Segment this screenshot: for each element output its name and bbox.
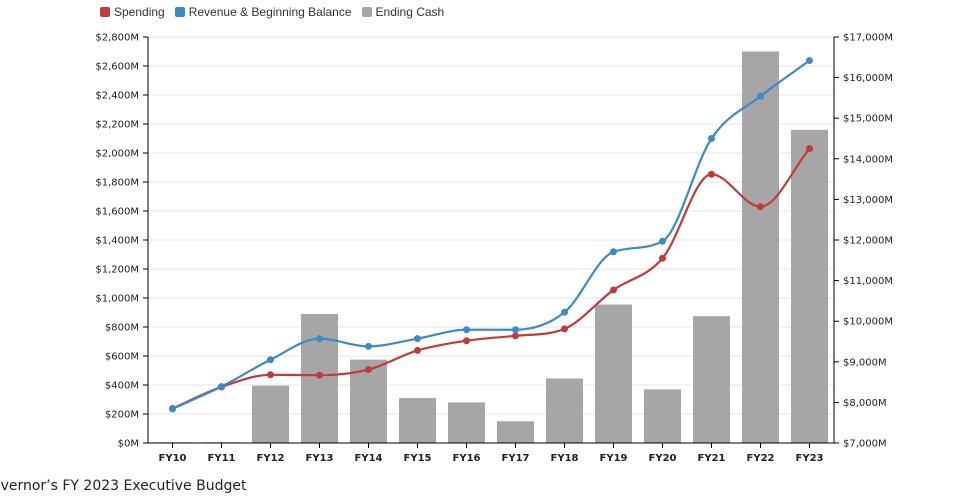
legend-item-revenue[interactable]: Revenue & Beginning Balance xyxy=(174,5,352,19)
revenue-beginning-balance-point xyxy=(414,335,421,343)
ending-cash-bar xyxy=(546,378,583,443)
spending-point xyxy=(365,366,372,374)
legend-label-revenue: Revenue & Beginning Balance xyxy=(188,5,352,19)
right-axis-tick-label: $13,000M xyxy=(843,195,893,206)
spending-point xyxy=(659,254,666,262)
revenue-beginning-balance-point xyxy=(659,237,666,245)
spending-point xyxy=(610,286,617,294)
revenue-beginning-balance-point xyxy=(610,248,617,256)
legend-label-spending: Spending xyxy=(114,5,165,19)
x-axis-tick-label: FY15 xyxy=(404,453,432,464)
chart-legend: Spending Revenue & Beginning Balance End… xyxy=(100,5,444,19)
ending-cash-bar xyxy=(742,51,779,443)
ending-cash-bar xyxy=(595,304,632,443)
x-axis-tick-label: FY13 xyxy=(306,453,334,464)
left-axis-tick-label: $400M xyxy=(105,381,139,392)
spending-point xyxy=(806,145,813,153)
left-axis-tick-label: $600M xyxy=(105,352,139,363)
spending-point xyxy=(267,371,274,379)
left-axis-tick-label: $2,000M xyxy=(95,149,139,160)
left-axis-tick-label: $2,800M xyxy=(95,33,139,44)
legend-swatch-revenue xyxy=(174,7,185,17)
axes xyxy=(143,36,839,448)
x-axis-tick-label: FY17 xyxy=(502,453,530,464)
right-axis-tick-label: $15,000M xyxy=(843,114,893,125)
right-axis-tick-label: $9,000M xyxy=(843,357,887,368)
ending-cash-bar xyxy=(350,359,387,443)
ending-cash-bars xyxy=(154,51,828,444)
revenue-beginning-balance-point xyxy=(512,326,519,334)
x-axis-tick-label: FY21 xyxy=(698,453,726,464)
legend-swatch-ending-cash xyxy=(361,7,372,17)
right-axis-tick-label: $10,000M xyxy=(843,317,893,328)
revenue-beginning-balance-point xyxy=(757,92,764,100)
spending-point xyxy=(414,346,421,354)
left-axis-tick-label: $2,400M xyxy=(95,91,139,102)
grid-lines xyxy=(148,36,834,415)
right-axis-tick-label: $12,000M xyxy=(843,236,893,247)
x-axis-tick-label: FY12 xyxy=(257,453,285,464)
left-axis-tick-label: $0M xyxy=(118,439,139,450)
revenue-beginning-balance-point xyxy=(169,405,176,413)
series-lines xyxy=(169,57,813,413)
legend-item-spending[interactable]: Spending xyxy=(100,5,165,19)
revenue-beginning-balance-point xyxy=(708,135,715,142)
legend-item-ending-cash[interactable]: Ending Cash xyxy=(361,5,445,19)
spending-point xyxy=(708,170,715,178)
left-axis-tick-label: $1,200M xyxy=(95,265,139,276)
left-axis-tick-label: $800M xyxy=(105,323,139,334)
ending-cash-bar xyxy=(448,402,485,443)
right-axis-tick-label: $8,000M xyxy=(843,398,887,409)
ending-cash-bar xyxy=(252,385,289,443)
left-axis-tick-label: $1,800M xyxy=(95,178,139,189)
revenue-beginning-balance-point xyxy=(316,335,323,343)
x-axis-tick-label: FY20 xyxy=(649,453,677,464)
revenue-beginning-balance-point xyxy=(463,326,470,334)
left-axis-tick-label: $2,600M xyxy=(95,62,139,73)
left-axis-tick-label: $1,400M xyxy=(95,236,139,247)
right-axis-tick-label: $17,000M xyxy=(843,33,893,44)
x-axis-tick-label: FY10 xyxy=(159,453,187,464)
revenue-beginning-balance-point xyxy=(365,342,372,350)
revenue-beginning-balance-point xyxy=(267,356,274,364)
ending-cash-bar xyxy=(791,129,828,444)
x-axis-tick-label: FY18 xyxy=(551,453,579,464)
spending-point xyxy=(757,203,764,211)
x-axis-tick-label: FY22 xyxy=(747,453,775,464)
legend-swatch-spending xyxy=(100,7,110,17)
x-axis-tick-label: FY16 xyxy=(453,453,481,464)
x-axis-tick-label: FY14 xyxy=(355,453,383,464)
revenue-beginning-balance-line xyxy=(172,59,811,410)
spending-point xyxy=(561,325,568,333)
right-axis-tick-label: $16,000M xyxy=(843,73,893,84)
legend-label-ending-cash: Ending Cash xyxy=(375,5,445,19)
left-axis-tick-label: $2,200M xyxy=(95,120,139,131)
spending-point xyxy=(463,337,470,345)
ending-cash-bar xyxy=(644,389,681,443)
tick-labels: $0M $200M $400M $600M $800M $1,000M $1,200M $1,… xyxy=(95,33,893,465)
ending-cash-bar xyxy=(693,316,730,443)
spending-point xyxy=(316,371,323,379)
x-axis-tick-label: FY23 xyxy=(796,453,824,464)
right-axis-tick-label: $7,000M xyxy=(843,439,887,450)
right-axis-tick-label: $11,000M xyxy=(843,276,893,287)
x-axis-tick-label: FY11 xyxy=(208,453,236,464)
right-axis-tick-label: $14,000M xyxy=(843,154,893,165)
revenue-beginning-balance-point xyxy=(806,57,813,65)
spending-point xyxy=(512,332,519,340)
chart-caption: overnor’s FY 2023 Executive Budget xyxy=(0,478,247,494)
ending-cash-bar xyxy=(497,421,534,443)
revenue-beginning-balance-point xyxy=(561,308,568,316)
left-axis-tick-label: $200M xyxy=(105,410,139,421)
ending-cash-bar xyxy=(399,398,436,443)
x-axis-tick-label: FY19 xyxy=(600,453,628,464)
left-axis-tick-label: $1,000M xyxy=(95,294,139,305)
left-axis-tick-label: $1,600M xyxy=(95,207,139,218)
revenue-beginning-balance-point xyxy=(218,383,225,391)
